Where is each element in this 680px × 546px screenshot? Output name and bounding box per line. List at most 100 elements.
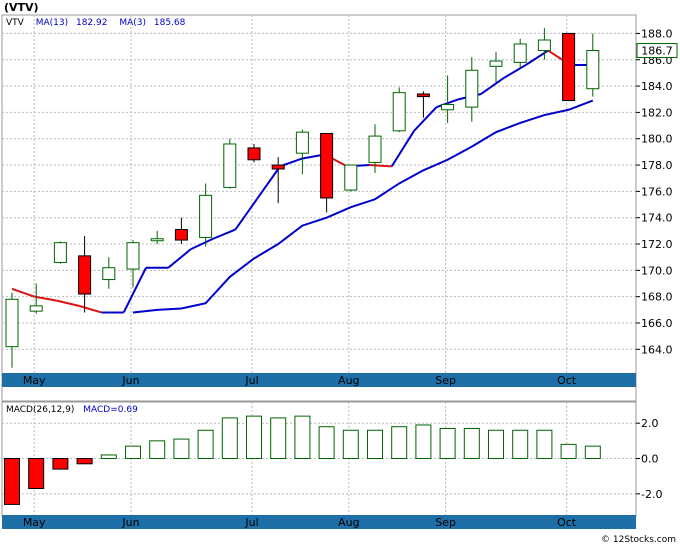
month-label: Jun <box>121 516 139 529</box>
candle-body <box>5 298 19 348</box>
macd-bar <box>76 458 93 465</box>
macd-bar <box>246 415 262 459</box>
price-y-axis: 164.0 166.0 168.0 170.0 172.0 174.0 176.0 178.0… <box>636 27 673 356</box>
legend-ma-long-value: 182.92 <box>76 18 108 28</box>
month-label: Jul <box>244 516 258 529</box>
ma-short-segment <box>234 197 259 231</box>
candle <box>513 38 527 69</box>
candle <box>247 143 261 163</box>
candle <box>465 57 479 122</box>
macd-bar <box>560 443 577 459</box>
candle-body <box>465 69 479 108</box>
candle <box>5 292 19 368</box>
month-label: Jul <box>244 374 258 387</box>
last-price-box <box>636 43 678 59</box>
ma-short-segment <box>480 77 505 95</box>
macd-bar <box>173 438 190 459</box>
candle-body <box>295 131 309 154</box>
candle <box>537 28 551 60</box>
ma-short-segment <box>78 304 102 314</box>
macd-bar <box>270 417 287 459</box>
macd-panel: -2.0 0.0 2.0 MACD(26,12,9) MACD=0.69 <box>1 401 662 517</box>
legend-ma-short-label: MA(3) <box>119 18 146 28</box>
candle-body <box>174 229 188 241</box>
month-label: Aug <box>338 516 359 529</box>
candle-body <box>150 238 164 242</box>
candle <box>126 240 140 288</box>
macd-bar <box>4 458 20 505</box>
candle-body <box>562 32 576 102</box>
macd-y-tick-label: -2.0 <box>641 488 662 501</box>
month-label: May <box>23 374 46 387</box>
candle <box>586 33 600 97</box>
candle <box>199 183 213 247</box>
candle-body <box>29 305 43 312</box>
ma-short-segment <box>34 295 57 302</box>
macd-y-tick-label: 2.0 <box>641 417 659 430</box>
candle-body <box>271 164 285 170</box>
candle <box>344 164 358 192</box>
ma-short-segment <box>56 299 80 307</box>
price-y-tick-label: 166.0 <box>641 317 673 330</box>
candle-body <box>416 93 430 98</box>
ma-long-line <box>132 99 594 314</box>
price-y-tick-label: 188.0 <box>641 27 673 40</box>
macd-x-axis-band <box>2 515 636 529</box>
candle-body <box>78 255 92 295</box>
price-y-tick-label: 172.0 <box>641 238 673 251</box>
month-label: Sep <box>435 516 456 529</box>
macd-bar <box>221 417 238 459</box>
macd-bar <box>415 424 432 459</box>
ma-long-series <box>132 99 594 314</box>
macd-bar <box>149 440 166 459</box>
macd-bar <box>125 445 141 459</box>
macd-bar <box>584 445 601 459</box>
candle-body <box>441 104 455 111</box>
candle <box>29 283 43 314</box>
candle-body <box>537 39 551 52</box>
candle <box>392 87 406 133</box>
legend-ma-short-value: 185.68 <box>154 18 186 28</box>
macd-bar <box>463 427 480 459</box>
candle-body <box>53 242 67 263</box>
month-label: Aug <box>338 374 359 387</box>
month-label: Sep <box>435 374 456 387</box>
month-label: Oct <box>557 374 577 387</box>
candle <box>416 91 430 118</box>
candle-body <box>199 194 213 238</box>
macd-bars <box>4 415 601 505</box>
ma-short-segment <box>190 237 214 251</box>
month-label: Oct <box>557 516 577 529</box>
month-label: May <box>23 516 46 529</box>
candle <box>320 132 334 213</box>
ma-short-segment <box>369 164 392 168</box>
price-y-tick-label: 182.0 <box>641 106 673 119</box>
candle <box>78 236 92 313</box>
macd-legend-value: MACD=0.69 <box>83 405 138 415</box>
price-x-axis-band <box>2 373 636 387</box>
price-legend: VTV MA(13) 182.92 MA(3) 185.68 <box>6 18 186 28</box>
macd-y-axis: -2.0 0.0 2.0 <box>636 417 662 501</box>
candle-body <box>247 147 261 161</box>
candle <box>368 124 382 173</box>
last-price-tag: 186.7 <box>636 43 678 59</box>
price-x-axis-labels: May Jun Jul Aug Sep Oct <box>23 374 577 387</box>
macd-bar <box>439 427 456 459</box>
price-y-tick-label: 164.0 <box>641 343 673 356</box>
month-label: Jun <box>121 374 139 387</box>
ma-short-segment <box>256 165 281 199</box>
candles <box>5 28 600 368</box>
price-y-tick-label: 184.0 <box>641 80 673 93</box>
macd-legend: MACD(26,12,9) MACD=0.69 <box>6 405 138 415</box>
candle-body <box>126 242 140 270</box>
price-y-tick-label: 178.0 <box>641 159 673 172</box>
candle <box>53 241 67 264</box>
macd-bar <box>536 429 553 459</box>
legend-symbol: VTV <box>6 18 25 28</box>
candle-body <box>392 92 406 132</box>
candle-body <box>102 267 116 281</box>
candle <box>562 32 576 102</box>
candle <box>295 129 309 175</box>
ma-short-segment <box>413 106 438 132</box>
